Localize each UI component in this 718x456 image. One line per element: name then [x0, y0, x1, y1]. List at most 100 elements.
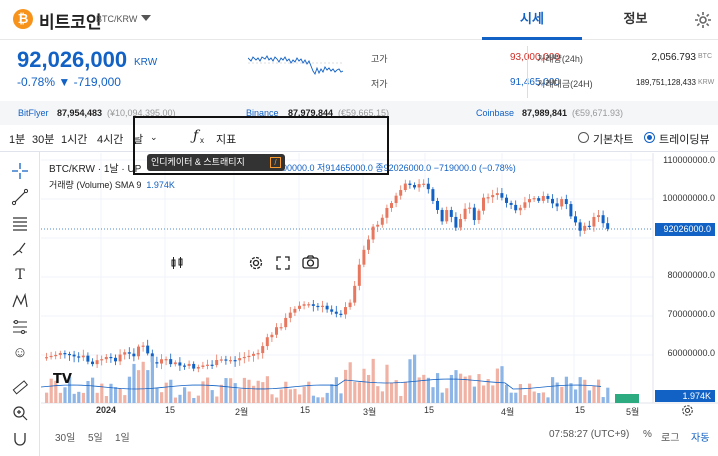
- range-1d[interactable]: 1일: [115, 433, 130, 444]
- volume-bar: [233, 383, 237, 403]
- fullscreen-icon[interactable]: [276, 256, 290, 270]
- magnet-icon[interactable]: [11, 430, 29, 448]
- fib-icon[interactable]: [11, 214, 29, 232]
- volume-bar: [169, 379, 173, 403]
- trendline-icon[interactable]: [11, 188, 29, 206]
- volume-bar: [81, 392, 85, 403]
- tradingview-radio[interactable]: [644, 132, 655, 143]
- candle: [288, 312, 292, 318]
- axis-settings-icon[interactable]: [681, 404, 694, 417]
- tab-quote[interactable]: 시세: [482, 0, 582, 40]
- settings-icon[interactable]: [248, 255, 264, 271]
- volume-bar: [422, 374, 426, 403]
- candle: [578, 222, 582, 231]
- camera-icon[interactable]: [302, 255, 319, 270]
- volume-bar: [523, 395, 527, 403]
- candle: [371, 226, 375, 240]
- candle: [463, 208, 467, 220]
- volume-bar: [518, 384, 522, 403]
- interval-30m[interactable]: 30분: [32, 134, 55, 146]
- interval-1h[interactable]: 1시간: [61, 134, 88, 146]
- volume-bar: [330, 384, 334, 403]
- volume-bar: [270, 394, 274, 403]
- coin-dropdown-icon[interactable]: [141, 15, 151, 21]
- text-tool-icon[interactable]: T: [15, 267, 25, 283]
- volume-bar: [224, 378, 228, 403]
- log-toggle[interactable]: 로그: [661, 433, 680, 444]
- exchange-name[interactable]: Coinbase: [476, 108, 515, 118]
- range-5d[interactable]: 5일: [88, 433, 103, 444]
- brush-icon[interactable]: [11, 240, 29, 258]
- coin-name[interactable]: 비트코인: [39, 13, 102, 32]
- percent-toggle[interactable]: %: [643, 429, 652, 440]
- volume-bar: [49, 378, 53, 403]
- candle: [178, 362, 182, 366]
- exchange-name[interactable]: Binance: [246, 108, 279, 118]
- candle: [367, 239, 370, 250]
- candle: [505, 197, 508, 203]
- volume-bar: [160, 392, 164, 403]
- volume-bar: [403, 381, 407, 403]
- candle: [58, 353, 62, 355]
- candle: [155, 362, 159, 364]
- candle: [523, 202, 527, 208]
- range-30d[interactable]: 30일: [55, 433, 76, 444]
- volume-bar: [564, 376, 568, 403]
- volume-bar: [440, 392, 444, 403]
- tab-info[interactable]: 정보: [623, 11, 648, 26]
- ruler-icon[interactable]: [11, 378, 29, 396]
- exchange-bar: BitFlyer 87,954,483 (¥10,094,395.00) Bin…: [0, 101, 718, 125]
- volume-bar: [104, 396, 108, 403]
- gear-icon[interactable]: [693, 10, 713, 30]
- volume-bar: [141, 361, 145, 403]
- price-unit: KRW: [134, 57, 158, 68]
- volume-bar: [578, 377, 582, 403]
- volume-bar: [362, 368, 366, 403]
- volume-bar: [532, 391, 536, 403]
- basic-chart-label[interactable]: 기본차트: [593, 134, 634, 146]
- volume-bar: [385, 364, 389, 403]
- candle-type-icon[interactable]: [170, 256, 184, 270]
- volume-unit: BTC: [698, 53, 712, 60]
- candle: [169, 359, 173, 365]
- pattern-icon[interactable]: [11, 292, 29, 310]
- projection-icon[interactable]: [11, 318, 29, 336]
- y-tick: 100000000.0: [662, 193, 715, 203]
- basic-chart-radio[interactable]: [578, 132, 589, 143]
- volume-bar: [537, 393, 541, 403]
- indicator-label[interactable]: 지표: [216, 134, 237, 146]
- candle: [68, 353, 71, 356]
- interval-1m[interactable]: 1분: [9, 134, 26, 146]
- bottom-bar: 30일 5일 1일 07:58:27 (UTC+9) % 로그 자동: [41, 426, 718, 456]
- candle: [187, 363, 191, 366]
- coin-pair[interactable]: BTC/KRW: [96, 14, 138, 24]
- volume-bar: [569, 383, 573, 403]
- crosshair-icon[interactable]: [11, 162, 29, 180]
- price-chart[interactable]: [41, 153, 718, 426]
- indicator-fx-icon[interactable]: ƒ: [193, 128, 199, 144]
- y-tick: 60000000.0: [667, 348, 715, 358]
- interval-dropdown-icon[interactable]: ⌄: [150, 132, 158, 142]
- candle: [601, 215, 605, 224]
- candle: [279, 327, 283, 329]
- candle: [436, 200, 439, 210]
- y-tick: 70000000.0: [667, 309, 715, 319]
- emoji-icon[interactable]: ☺: [12, 344, 28, 361]
- volume-bar: [238, 388, 242, 403]
- interval-4h[interactable]: 4시간: [97, 134, 124, 146]
- clock-time[interactable]: 07:58:27 (UTC+9): [549, 429, 630, 440]
- candle: [160, 359, 163, 364]
- auto-toggle[interactable]: 자동: [691, 433, 710, 444]
- volume-tag: 1.974K: [655, 390, 715, 402]
- volume-bar: [463, 376, 467, 403]
- candle: [357, 264, 361, 286]
- zoom-in-icon[interactable]: [11, 404, 29, 422]
- interval-day[interactable]: 날: [133, 134, 144, 146]
- change-amount: ▼ -719,000: [58, 75, 121, 89]
- tradingview-label[interactable]: 트레이딩뷰: [659, 134, 710, 146]
- volume-bar: [187, 391, 191, 403]
- candle: [72, 354, 76, 357]
- candle: [141, 345, 145, 347]
- exchange-name[interactable]: BitFlyer: [18, 108, 49, 118]
- candle: [546, 195, 550, 199]
